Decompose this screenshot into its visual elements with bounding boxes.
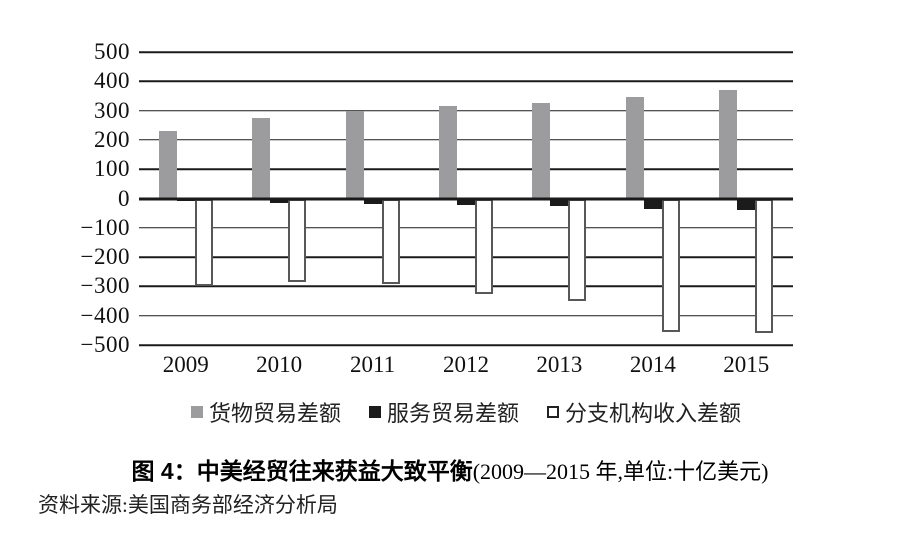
bar-branch-2015 xyxy=(755,198,774,333)
plot-area xyxy=(139,51,793,346)
gridline-−400 xyxy=(139,314,793,317)
y-tick-500: 500 xyxy=(94,39,130,64)
bar-group-2010 xyxy=(232,52,325,345)
bar-branch-2014 xyxy=(661,198,680,332)
x-tick-2015: 2015 xyxy=(723,352,770,377)
bar-group-2013 xyxy=(513,52,606,345)
bar-branch-2009 xyxy=(194,198,213,286)
goods-series-swatch-icon xyxy=(190,406,203,418)
y-tick-−500: −500 xyxy=(80,332,130,357)
x-tick-2014: 2014 xyxy=(629,352,676,377)
y-tick-200: 200 xyxy=(94,126,130,152)
bar-group-2012 xyxy=(419,52,512,345)
bar-group-2015 xyxy=(700,52,793,345)
branch-series-swatch-icon xyxy=(547,406,559,418)
y-tick-300: 300 xyxy=(94,97,130,123)
y-tick-0: 0 xyxy=(118,185,130,211)
bar-branch-2011 xyxy=(381,198,400,284)
bar-services-2011 xyxy=(363,198,382,205)
x-tick-2011: 2011 xyxy=(349,352,396,377)
bar-services-2012 xyxy=(456,198,475,206)
y-tick-−400: −400 xyxy=(80,302,130,328)
gridline-−200 xyxy=(139,256,793,258)
y-tick-−300: −300 xyxy=(80,273,130,299)
bar-goods-2012 xyxy=(438,106,457,199)
zero-axis-line xyxy=(139,197,793,200)
figure-caption: 图 4：中美经贸往来获益大致平衡(2009—2015 年,单位:十亿美元) xyxy=(0,452,900,486)
y-axis-labels: 500 400 300 200 100 0 −100 −200 −300 −400 −500 xyxy=(20,39,130,357)
bar-branch-2012 xyxy=(474,198,493,294)
legend-label-services: 服务贸易差额 xyxy=(386,401,519,426)
bar-goods-2013 xyxy=(532,103,551,199)
x-tick-2009: 2009 xyxy=(162,352,209,377)
gridline-300 xyxy=(139,109,793,112)
bar-group-2009 xyxy=(139,52,232,345)
bar-branch-2013 xyxy=(568,198,587,302)
gridline-−300 xyxy=(139,285,793,288)
gridline-400 xyxy=(139,80,793,83)
gridline-100 xyxy=(139,168,793,170)
x-axis-labels: 2009 2010 2011 2012 2013 2014 2015 xyxy=(139,352,793,378)
source-note: 资料来源:美国商务部经济分析局 xyxy=(38,493,338,517)
bar-goods-2011 xyxy=(345,110,364,199)
bar-goods-2015 xyxy=(719,90,738,199)
services-series-swatch-icon xyxy=(368,406,381,418)
legend: 货物贸易差额 服务贸易差额 分支机构收入差额 xyxy=(139,396,793,428)
bar-services-2013 xyxy=(550,198,569,207)
x-tick-2012: 2012 xyxy=(442,352,489,377)
caption-figure-label: 图 4： xyxy=(131,458,197,484)
legend-item-services: 服务贸易差额 xyxy=(368,396,519,428)
caption-title: 中美经贸往来获益大致平衡 xyxy=(196,458,473,484)
bar-services-2015 xyxy=(737,198,756,210)
gridline-−500 xyxy=(139,344,793,346)
bar-services-2010 xyxy=(270,198,289,203)
bar-goods-2009 xyxy=(158,131,177,199)
bar-goods-2010 xyxy=(252,117,271,199)
legend-item-branch: 分支机构收入差额 xyxy=(547,396,741,428)
bar-goods-2014 xyxy=(625,97,644,199)
legend-label-goods: 货物贸易差额 xyxy=(208,401,341,426)
bar-branch-2010 xyxy=(288,198,307,283)
x-tick-2013: 2013 xyxy=(536,352,583,377)
legend-item-goods: 货物贸易差额 xyxy=(190,396,341,428)
y-tick-−200: −200 xyxy=(80,244,130,270)
legend-label-branch: 分支机构收入差额 xyxy=(565,401,742,426)
bar-services-2014 xyxy=(643,198,662,209)
y-tick-400: 400 xyxy=(94,68,130,94)
gridline-−100 xyxy=(139,227,793,229)
y-tick-−100: −100 xyxy=(80,214,130,240)
caption-subtitle: (2009—2015 年,单位:十亿美元) xyxy=(472,459,769,484)
x-tick-2010: 2010 xyxy=(256,352,303,377)
gridline-200 xyxy=(139,139,793,141)
y-tick-100: 100 xyxy=(94,156,130,182)
gridline-500 xyxy=(139,51,793,53)
